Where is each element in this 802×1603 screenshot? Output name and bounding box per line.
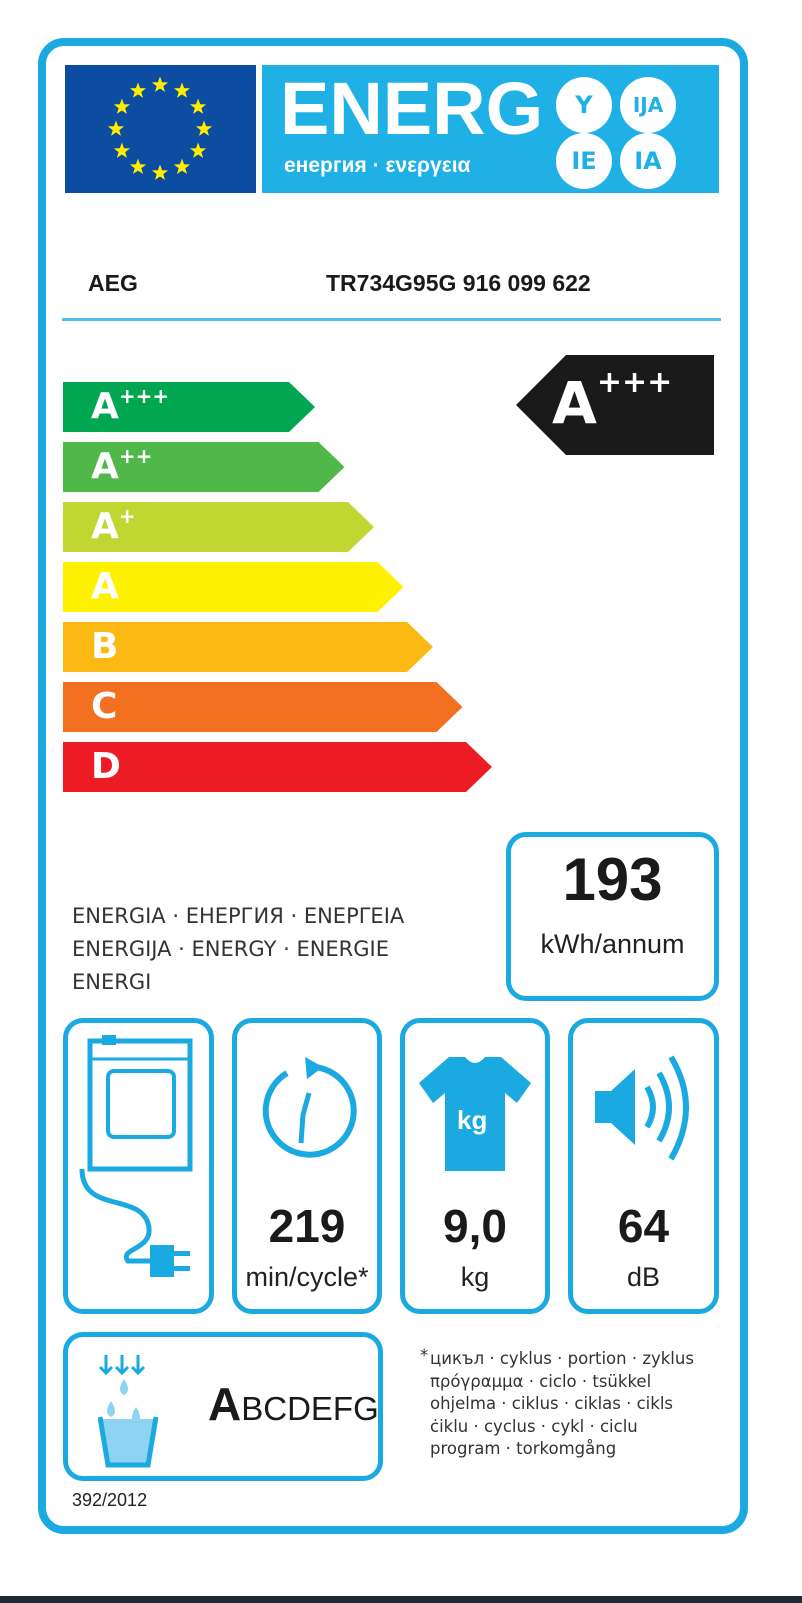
eu-star-icon: [151, 76, 169, 92]
suffix-ia: IA: [620, 133, 676, 189]
energy-unit: kWh/annum: [540, 929, 685, 959]
energy-subtitle: енергия · ενεργεια: [284, 154, 471, 177]
energy-class-arrow: A+: [63, 502, 374, 552]
water-drops-icon: [98, 1355, 159, 1468]
rating-plus: +++: [596, 365, 673, 400]
eu-star-icon: [195, 120, 213, 136]
energy-label-line: ENERGIA · ЕНЕРГИЯ · ΕΝΕΡΓΕΙΑ: [72, 904, 405, 928]
eu-star-icon: [129, 158, 147, 174]
rating-letter: A: [552, 369, 597, 437]
capacity-unit: kg: [460, 1262, 490, 1292]
energy-consumption-box: 193 kWh/annum: [506, 832, 719, 1001]
suffix-y: Y: [556, 77, 612, 133]
energy-class-arrow: A++: [63, 442, 345, 492]
eu-star-icon: [129, 82, 147, 98]
footnote: * цикъл · cyklus · portion · zyklus πρόγρ…: [420, 1346, 694, 1461]
dryer-type-box: [63, 1018, 214, 1314]
noise-value: 64: [617, 1200, 670, 1252]
footnote-line: ohjelma · ciklus · ciklas · cikls: [430, 1394, 674, 1413]
noise-unit: dB: [626, 1262, 661, 1292]
tshirt-kg-icon: [419, 1057, 531, 1171]
eu-star-icon: [173, 82, 191, 98]
footnote-line: цикъл · cyklus · portion · zyklus: [430, 1349, 694, 1368]
cycle-time-icon: [262, 1057, 357, 1158]
energy-class-arrow: A+++: [63, 382, 315, 432]
energy-class-letter: D: [91, 746, 121, 787]
energy-class-letter: B: [91, 626, 119, 667]
eu-star-icon: [151, 164, 169, 180]
energy-class-letter: A: [91, 566, 119, 607]
eu-star-icon: [190, 142, 207, 158]
eu-star-icon: [113, 142, 130, 158]
condenser-dryer-icon: [79, 1035, 193, 1277]
energy-class-arrow: B: [63, 622, 433, 672]
cycle-time-unit: min/cycle*: [245, 1262, 369, 1292]
energy-class-arrow: D: [63, 742, 492, 792]
condensation-class-scale: BCDEFG: [241, 1390, 379, 1427]
eu-star-icon: [107, 120, 125, 136]
energy-label-line: ENERGIJA · ENERGY · ENERGIE: [72, 937, 390, 961]
capacity-value: 9,0: [443, 1200, 507, 1252]
energy-class-plus: +: [118, 504, 136, 528]
energy-class-letter: A: [91, 506, 119, 547]
cycle-time-value: 219: [268, 1200, 346, 1252]
energy-class-arrow: A: [63, 562, 404, 612]
condensation-class: ABCDEFG: [208, 1377, 379, 1431]
energy-value: 193: [562, 846, 663, 913]
energy-class-arrow: C: [63, 682, 463, 732]
energy-header-band: ENERG енергия · ενεργεια Y IJA IE IA: [262, 65, 719, 193]
speaker-noise-icon: [595, 1055, 689, 1161]
footnote-line: program · torkomgång: [430, 1439, 617, 1458]
eu-star-icon: [113, 98, 130, 114]
noise-box: 64 dB: [568, 1018, 719, 1314]
capacity-box: kg 9,0 kg: [400, 1018, 550, 1314]
eu-flag-icon: [65, 65, 256, 193]
footnote-marker: *: [420, 1346, 429, 1365]
energy-label-line: ENERGI: [72, 970, 152, 994]
regulation-number: 392/2012: [72, 1490, 148, 1510]
divider: [62, 318, 721, 321]
energy-title: ENERG: [280, 69, 542, 149]
cycle-time-box: 219 min/cycle*: [232, 1018, 382, 1314]
footnote-line: ċiklu · cyclus · cykl · ciclu: [430, 1416, 638, 1436]
eu-star-icon: [173, 158, 191, 174]
brand-name: AEG: [88, 270, 138, 296]
footnote-line: πρόγραμμα · ciclo · tsükkel: [430, 1371, 652, 1391]
energy-label-text: ENERGIA · ЕНЕРГИЯ · ΕΝΕΡΓΕΙΑ ENERGIJA · …: [72, 900, 404, 999]
condensation-box: ABCDEFG: [63, 1332, 383, 1481]
model-id: TR734G95G 916 099 622: [326, 270, 591, 296]
eu-star-icon: [190, 98, 207, 114]
energy-class-letter: A: [91, 386, 119, 427]
tshirt-kg-text: kg: [457, 1105, 488, 1135]
energy-class-plus: ++: [118, 444, 153, 468]
label-frame: [38, 38, 748, 1534]
energy-class-letter: C: [91, 686, 118, 727]
energy-class-plus: +++: [118, 384, 170, 408]
energy-class-letter: A: [91, 446, 119, 487]
rating-indicator: A+++: [516, 355, 714, 455]
suffix-ija: IJA: [620, 77, 676, 133]
suffix-ie: IE: [556, 133, 612, 189]
bottom-edge: [0, 1596, 802, 1603]
condensation-class-rating: A: [208, 1378, 242, 1430]
